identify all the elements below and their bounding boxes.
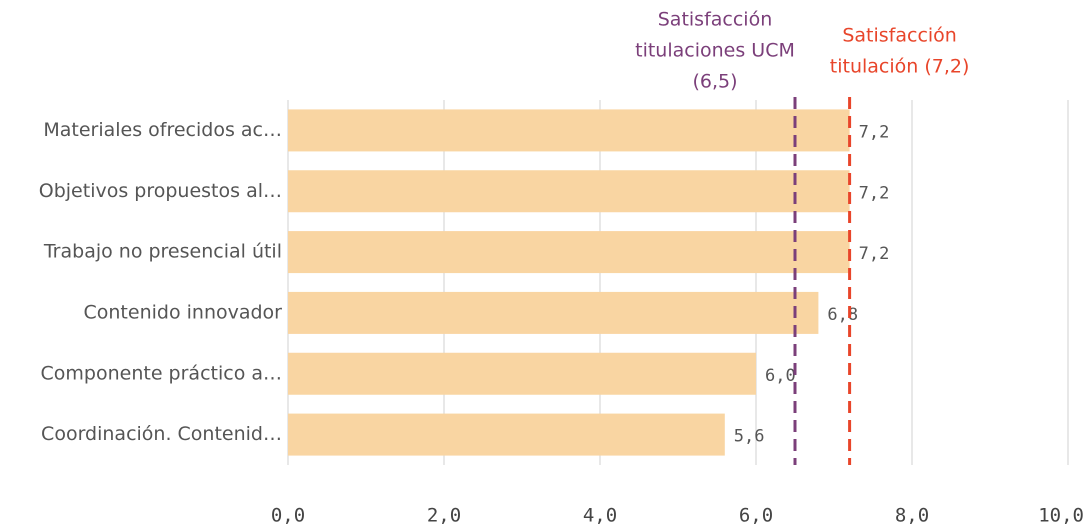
bar (288, 170, 850, 213)
x-tick-label: 0,0 (271, 505, 305, 527)
bar (288, 291, 819, 334)
x-tick-label: 8,0 (895, 505, 929, 527)
reference-label: (6,5) (692, 71, 737, 93)
y-tick-label: Coordinación. Contenid… (41, 423, 282, 445)
x-tick-label: 6,0 (739, 505, 773, 527)
reference-label: titulaciones UCM (635, 40, 795, 62)
y-tick-label: Materiales ofrecidos ac… (43, 119, 282, 141)
value-label: 6,8 (827, 305, 858, 325)
x-tick-label: 4,0 (583, 505, 617, 527)
bar (288, 231, 850, 274)
value-label: 7,2 (859, 122, 890, 142)
y-tick-label: Contenido innovador (84, 301, 283, 323)
reference-label: Satisfacción (658, 9, 773, 31)
reference-label: titulación (7,2) (830, 56, 970, 78)
x-tick-label: 10,0 (1038, 505, 1084, 527)
x-tick-label: 2,0 (427, 505, 461, 527)
value-label: 6,0 (765, 366, 796, 386)
reference-label: Satisfacción (842, 25, 957, 47)
y-tick-label: Trabajo no presencial útil (43, 241, 282, 263)
y-tick-label: Componente práctico a… (41, 362, 282, 384)
y-tick-label: Objetivos propuestos al… (39, 180, 282, 202)
bar (288, 413, 725, 456)
bar (288, 352, 756, 395)
value-label: 5,6 (734, 427, 765, 447)
value-label: 7,2 (859, 244, 890, 264)
bar (288, 109, 850, 152)
value-label: 7,2 (859, 183, 890, 203)
